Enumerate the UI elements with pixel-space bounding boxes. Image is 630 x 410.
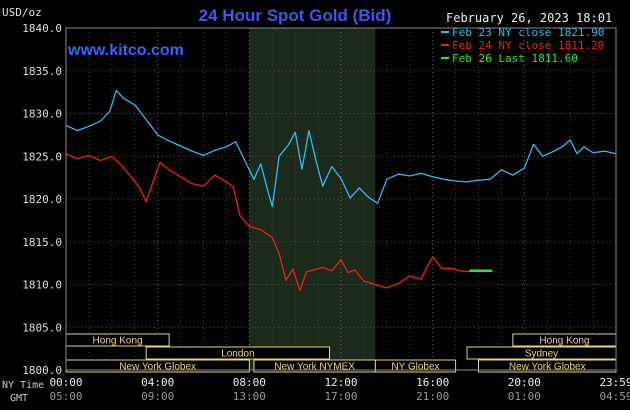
x-tick-label-gmt: 17:00 <box>324 390 357 403</box>
series-line-2 <box>65 153 470 292</box>
legend-entry: Feb 26 Last 1811.60 <box>452 52 578 65</box>
x-tick-label-gmt: 09:00 <box>141 390 174 403</box>
x-tick-label-gmt: 04:59 <box>599 390 630 403</box>
y-tick-label: 1815.0 <box>22 236 62 249</box>
x-tick-label-gmt: 05:00 <box>49 390 82 403</box>
y-tick-label: 1800.0 <box>22 364 62 377</box>
y-tick-label: 1840.0 <box>22 22 62 35</box>
x-tick-label-gmt: 13:00 <box>233 390 266 403</box>
x-tick-label-ny: 20:00 <box>508 376 541 389</box>
y-axis-label: USD/oz <box>2 6 42 19</box>
session-label: New York Globex <box>509 362 586 373</box>
ny-time-row-label: NY Time <box>2 380 44 391</box>
legend-entry: Feb 24 NY close 1811.20 <box>452 39 604 52</box>
session-label: Hong Kong <box>539 336 589 347</box>
x-tick-label-ny: 23:59 <box>599 376 630 389</box>
session-label: New York NYMEX <box>274 362 355 373</box>
y-tick-label: 1825.0 <box>22 150 62 163</box>
plot-border <box>65 27 617 371</box>
session-bar <box>145 346 331 360</box>
series-line-1 <box>65 89 617 208</box>
x-tick-label-ny: 00:00 <box>49 376 82 389</box>
y-tick-label: 1820.0 <box>22 193 62 206</box>
x-tick-label-gmt: 01:00 <box>508 390 541 403</box>
legend-entry: Feb 23 NY close 1821.90 <box>452 26 604 39</box>
session-label: Sydney <box>525 349 558 360</box>
y-tick-label: 1830.0 <box>22 108 62 121</box>
date-label: February 26, 2023 18:01 <box>446 11 612 25</box>
session-label: NY Globex <box>391 362 439 373</box>
website-label: www.kitco.com <box>67 42 184 59</box>
gmt-row-label: GMT <box>10 393 28 404</box>
session-label: London <box>221 349 254 360</box>
session-bar <box>374 359 457 373</box>
x-tick-label-ny: 16:00 <box>416 376 449 389</box>
session-label: Hong Kong <box>93 336 143 347</box>
x-tick-label-ny: 08:00 <box>233 376 266 389</box>
chart-title: 24 Hour Spot Gold (Bid) <box>199 6 392 25</box>
x-tick-label-ny: 12:00 <box>324 376 357 389</box>
x-tick-label-gmt: 21:00 <box>416 390 449 403</box>
y-tick-label: 1805.0 <box>22 321 62 334</box>
y-tick-label: 1835.0 <box>22 65 62 78</box>
nymex-session-band <box>249 28 376 370</box>
session-label: New York Globex <box>119 362 196 373</box>
y-tick-label: 1810.0 <box>22 279 62 292</box>
x-tick-label-ny: 04:00 <box>141 376 174 389</box>
